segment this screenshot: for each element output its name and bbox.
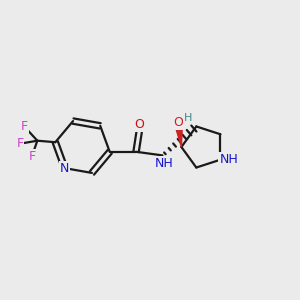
Text: F: F: [28, 150, 35, 163]
Text: N: N: [60, 162, 69, 175]
Text: F: F: [21, 120, 28, 134]
Text: O: O: [135, 118, 145, 131]
Text: F: F: [16, 137, 23, 150]
Text: H: H: [184, 113, 192, 123]
Text: O: O: [173, 116, 183, 129]
Text: NH: NH: [154, 157, 173, 170]
Polygon shape: [176, 127, 182, 147]
Text: NH: NH: [220, 153, 238, 166]
